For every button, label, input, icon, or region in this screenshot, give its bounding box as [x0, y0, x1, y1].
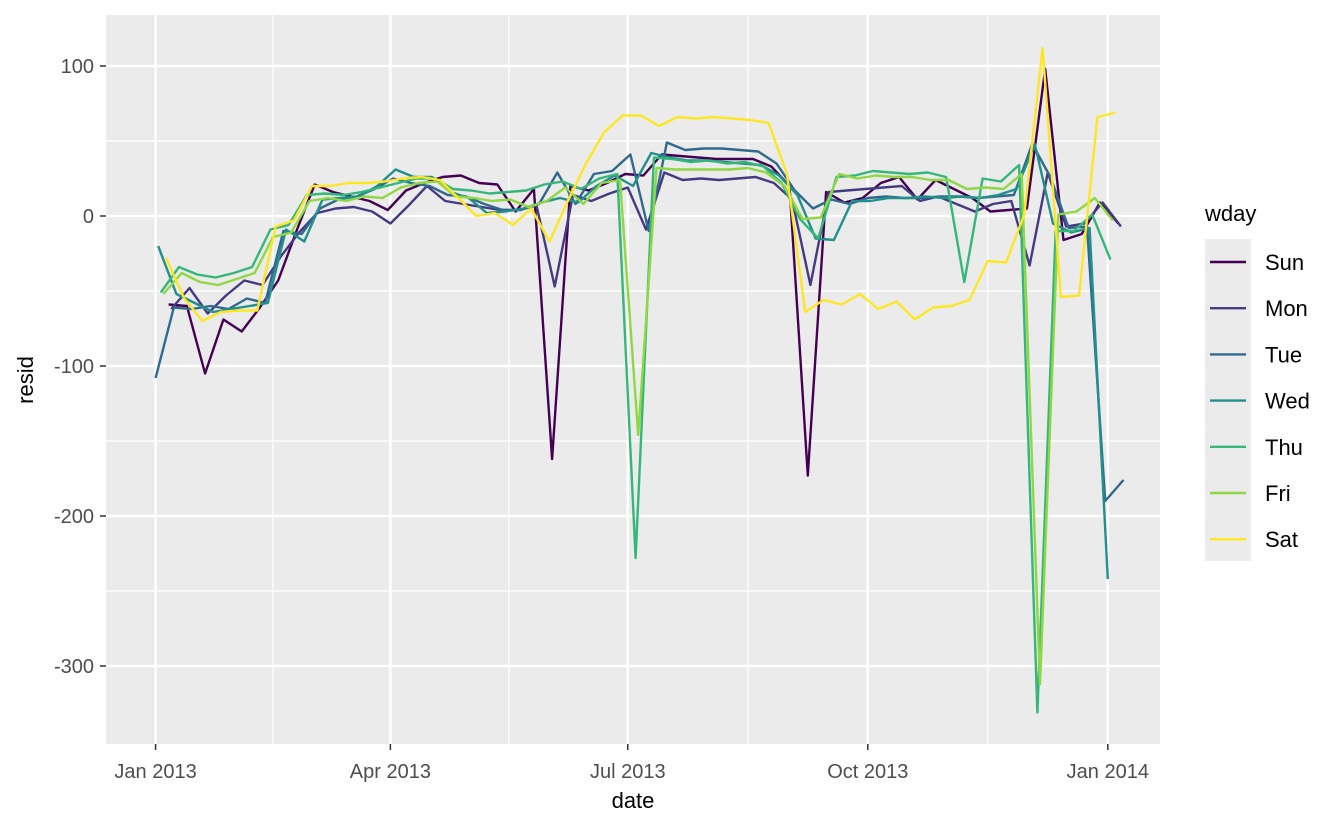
y-tick-label: -100: [54, 356, 94, 378]
x-tick-label: Jan 2013: [114, 761, 196, 783]
x-tick-label: Oct 2013: [827, 761, 908, 783]
series-line-sun: [168, 67, 1120, 477]
legend: wday Sun Mon Tue Wed Thu Fri Sat: [1204, 201, 1310, 561]
x-axis-title: date: [612, 788, 655, 813]
grid-major: [106, 15, 1160, 744]
legend-label-sat: Sat: [1265, 527, 1298, 552]
plot-panel: [106, 15, 1160, 744]
y-tick-label: -300: [54, 656, 94, 678]
legend-label-fri: Fri: [1265, 481, 1291, 506]
series-line-mon: [170, 171, 1122, 315]
series-line-sat: [164, 46, 1116, 323]
y-tick-label: 0: [83, 206, 94, 228]
legend-label-tue: Tue: [1265, 342, 1302, 367]
legend-label-sun: Sun: [1265, 250, 1304, 275]
legend-label-wed: Wed: [1265, 389, 1310, 414]
y-tick-label: -200: [54, 506, 94, 528]
legend-items: Sun Mon Tue Wed Thu Fri Sat: [1210, 250, 1310, 552]
x-tick-label: Jan 2014: [1067, 761, 1149, 783]
y-tick-label: 100: [61, 56, 94, 78]
legend-title: wday: [1204, 201, 1256, 226]
series-line-fri: [162, 166, 1114, 686]
y-axis: 100 0 -100 -200 -300: [54, 56, 106, 678]
x-tick-label: Apr 2013: [350, 761, 431, 783]
y-axis-title: resid: [13, 356, 38, 404]
series-lines: [154, 46, 1125, 714]
legend-label-mon: Mon: [1265, 296, 1308, 321]
legend-label-thu: Thu: [1265, 435, 1303, 460]
x-axis: Jan 2013 Apr 2013 Jul 2013 Oct 2013 Jan 2014: [114, 744, 1149, 783]
x-tick-label: Jul 2013: [590, 761, 666, 783]
grid-minor: [106, 15, 1160, 744]
series-line-thu: [159, 156, 1112, 714]
